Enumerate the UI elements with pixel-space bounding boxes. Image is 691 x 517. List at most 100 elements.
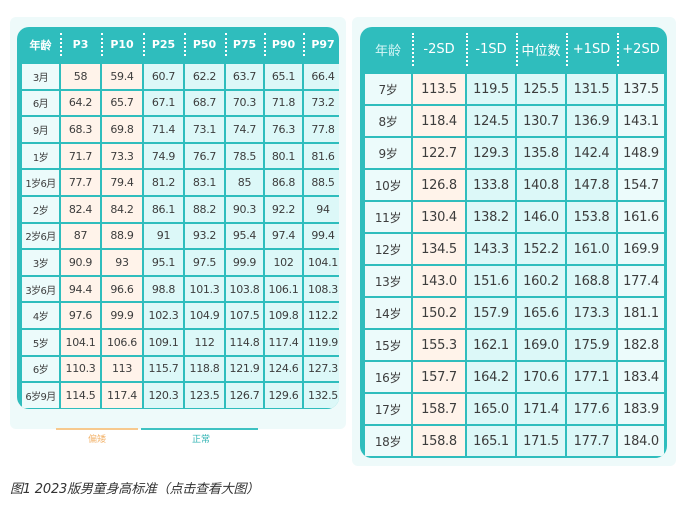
value-cell-minus-1sd: 133.8 — [465, 168, 517, 202]
value-cell-p97: 81.6 — [302, 141, 339, 171]
value-cell-median: 160.2 — [515, 264, 567, 298]
age-cell: 6岁 — [20, 354, 61, 384]
value-cell-minus-1sd: 138.2 — [465, 200, 517, 234]
value-cell-plus-2sd: 183.9 — [616, 392, 666, 426]
value-cell-p75: 74.7 — [224, 115, 265, 144]
column-header-p25: P25 — [143, 27, 184, 63]
value-cell-p90: 106.1 — [263, 274, 304, 304]
value-cell-p75: 103.8 — [224, 274, 265, 304]
table-row: 3岁 90.9 93 95.1 97.5 99.9 102 104.1 — [20, 248, 339, 277]
value-cell-p10: 99.9 — [100, 301, 144, 330]
column-header-age: 年龄 — [29, 38, 52, 52]
value-cell-median: 170.6 — [515, 360, 567, 394]
value-cell-minus-1sd: 164.2 — [465, 360, 517, 394]
age-cell: 8岁 — [363, 104, 413, 138]
value-cell-p50: 104.9 — [183, 301, 226, 330]
age-cell: 7岁 — [363, 72, 413, 106]
value-cell-p10: 93 — [100, 248, 144, 277]
left-table-card[interactable]: 年龄 P3 P10 P25 P50 P75 P90 P97 3月 58 59.4 60.7 62.2 6… — [10, 17, 346, 445]
value-cell-p97: 108.3 — [302, 274, 339, 304]
value-cell-p25: 67.1 — [142, 88, 185, 118]
value-cell-minus-2sd: 118.4 — [411, 104, 467, 138]
value-cell-minus-1sd: 151.6 — [465, 264, 517, 298]
value-cell-p50: 93.2 — [183, 221, 226, 251]
table-row: 17岁 158.7 165.0 171.4 177.6 183.9 — [363, 392, 666, 426]
table-row: 2岁 82.4 84.2 86.1 88.2 90.3 92.2 94 — [20, 194, 339, 224]
value-cell-minus-2sd: 157.7 — [411, 360, 467, 394]
value-cell-p90: 109.8 — [263, 301, 304, 330]
column-header-minus-1sd: -1SD — [466, 27, 516, 73]
age-cell: 1岁6月 — [20, 168, 61, 197]
value-cell-p3: 87 — [59, 221, 102, 251]
value-cell-p97: 73.2 — [302, 88, 339, 118]
value-cell-p97: 77.8 — [302, 115, 339, 144]
column-header-minus-2sd: -2SD — [412, 27, 466, 73]
value-cell-p75: 95.4 — [224, 221, 265, 251]
table-header-row: 年龄 P3 P10 P25 P50 P75 P90 P97 — [21, 27, 339, 63]
value-cell-plus-1sd: 161.0 — [565, 232, 618, 266]
value-cell-p25: 98.8 — [142, 274, 185, 304]
value-cell-plus-2sd: 137.5 — [616, 72, 666, 106]
value-cell-p10: 88.9 — [100, 221, 144, 251]
value-cell-median: 146.0 — [515, 200, 567, 234]
value-cell-p25: 60.7 — [142, 62, 185, 91]
table-row: 6岁 110.3 113 115.7 118.8 121.9 124.6 127.3 — [20, 354, 339, 384]
value-cell-minus-2sd: 150.2 — [411, 296, 467, 330]
table-header-row: 年龄 -2SD -1SD 中位数 +1SD +2SD — [364, 27, 665, 73]
value-cell-p50: 112 — [183, 327, 226, 357]
value-cell-plus-2sd: 143.1 — [616, 104, 666, 138]
age-cell: 2岁 — [20, 194, 61, 224]
value-cell-plus-1sd: 131.5 — [565, 72, 618, 106]
value-cell-p90: 80.1 — [263, 141, 304, 171]
value-cell-p50: 118.8 — [183, 354, 226, 384]
value-cell-p90: 129.6 — [263, 381, 304, 409]
figure-caption[interactable]: 图1 2023版男童身高标准（点击查看大图） — [10, 482, 260, 497]
age-cell: 9岁 — [363, 136, 413, 170]
value-cell-p25: 74.9 — [142, 141, 185, 171]
value-cell-minus-1sd: 165.0 — [465, 392, 517, 426]
value-cell-p50: 83.1 — [183, 168, 226, 197]
value-cell-p3: 94.4 — [59, 274, 102, 304]
value-cell-plus-1sd: 175.9 — [565, 328, 618, 362]
value-cell-p90: 71.8 — [263, 88, 304, 118]
age-cell: 4岁 — [20, 301, 61, 330]
table-row: 9岁 122.7 129.3 135.8 142.4 148.9 — [363, 136, 666, 170]
value-cell-p3: 90.9 — [59, 248, 102, 277]
table-row: 13岁 143.0 151.6 160.2 168.8 177.4 — [363, 264, 666, 298]
age-cell: 2岁6月 — [20, 221, 61, 251]
value-cell-p75: 90.3 — [224, 194, 265, 224]
age-cell: 6岁9月 — [20, 381, 61, 409]
table-row: 10岁 126.8 133.8 140.8 147.8 154.7 — [363, 168, 666, 202]
value-cell-minus-1sd: 143.3 — [465, 232, 517, 266]
value-cell-median: 140.8 — [515, 168, 567, 202]
column-header-p3: P3 — [60, 27, 101, 63]
value-cell-p90: 117.4 — [263, 327, 304, 357]
table-row: 1岁 71.7 73.3 74.9 76.7 78.5 80.1 81.6 — [20, 141, 339, 171]
value-cell-p50: 73.1 — [183, 115, 226, 144]
value-cell-plus-1sd: 168.8 — [565, 264, 618, 298]
right-table-card[interactable]: 年龄 -2SD -1SD 中位数 +1SD +2SD 7岁 113.5 119.5 125.5 1… — [352, 17, 676, 466]
value-cell-minus-2sd: 130.4 — [411, 200, 467, 234]
value-cell-plus-1sd: 177.6 — [565, 392, 618, 426]
value-cell-p10: 73.3 — [100, 141, 144, 171]
table-row: 6月 64.2 65.7 67.1 68.7 70.3 71.8 73.2 — [20, 88, 339, 118]
value-cell-p90: 76.3 — [263, 115, 304, 144]
column-header-p75: P75 — [225, 27, 264, 63]
value-cell-p10: 69.8 — [100, 115, 144, 144]
value-cell-p3: 58 — [59, 62, 102, 91]
value-cell-p25: 81.2 — [142, 168, 185, 197]
table-row: 5岁 104.1 106.6 109.1 112 114.8 117.4 119.9 — [20, 327, 339, 357]
value-cell-minus-1sd: 162.1 — [465, 328, 517, 362]
value-cell-p97: 99.4 — [302, 221, 339, 251]
value-cell-p50: 76.7 — [183, 141, 226, 171]
value-cell-p50: 97.5 — [183, 248, 226, 277]
age-cell: 3月 — [20, 62, 61, 91]
table-row: 14岁 150.2 157.9 165.6 173.3 181.1 — [363, 296, 666, 330]
value-cell-median: 171.5 — [515, 424, 567, 458]
value-cell-p10: 79.4 — [100, 168, 144, 197]
value-cell-median: 125.5 — [515, 72, 567, 106]
table-row: 6岁9月 114.5 117.4 120.3 123.5 126.7 129.6 132.5 — [20, 381, 339, 409]
value-cell-p25: 71.4 — [142, 115, 185, 144]
value-cell-minus-2sd: 134.5 — [411, 232, 467, 266]
value-cell-p3: 77.7 — [59, 168, 102, 197]
